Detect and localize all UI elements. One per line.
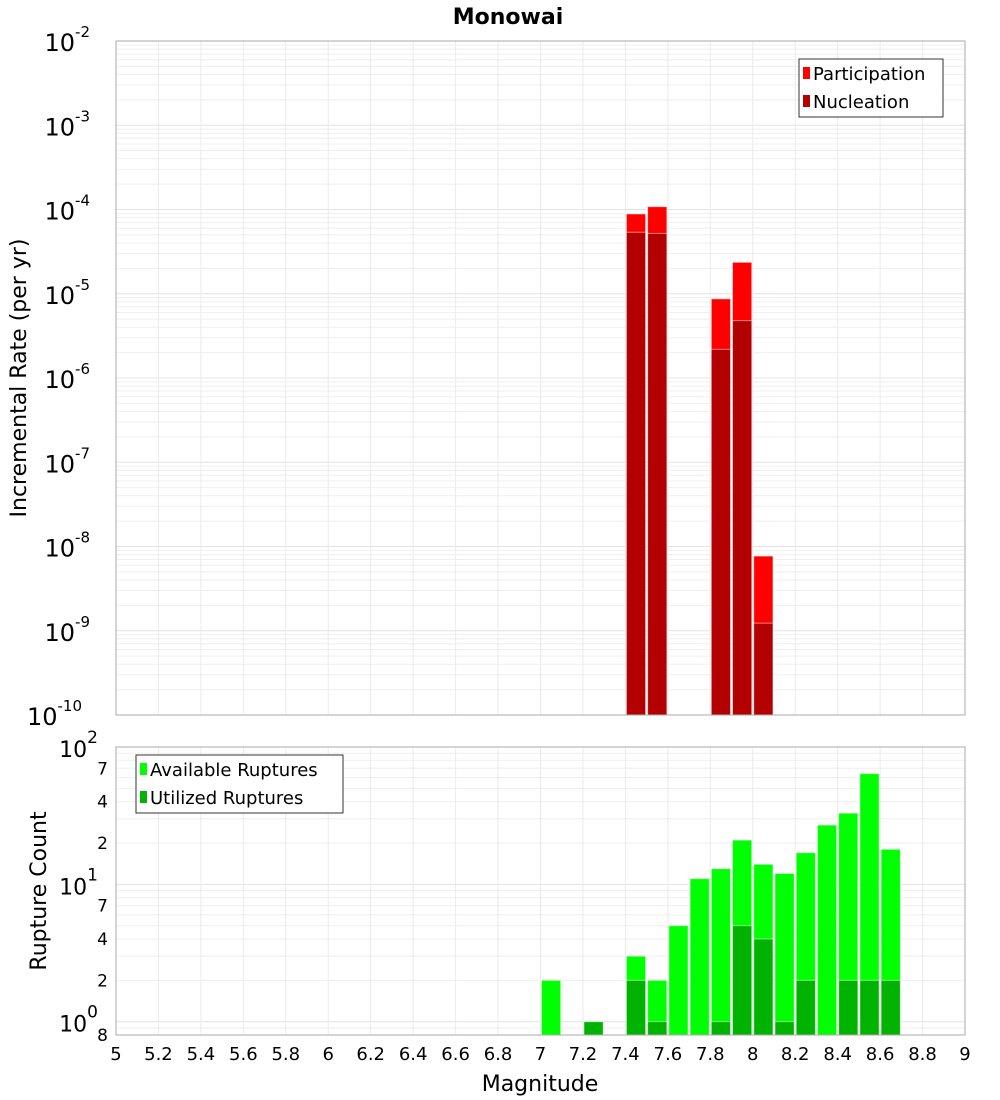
legend-label-first: Available Ruptures bbox=[150, 760, 318, 781]
legend-swatch bbox=[140, 763, 147, 775]
y-tick-label: 8 bbox=[97, 1026, 108, 1046]
nucleation-bar bbox=[647, 232, 668, 716]
utilized-ruptures-bar bbox=[880, 979, 901, 1036]
legend bbox=[798, 58, 944, 118]
x-tick-label: 9 bbox=[959, 1044, 970, 1065]
y-axis-label: Incremental Rate (per yr) bbox=[7, 239, 32, 518]
utilized-ruptures-bar bbox=[774, 1021, 795, 1036]
y-tick-label: 2 bbox=[97, 971, 108, 991]
y-tick-label: 2 bbox=[97, 834, 108, 854]
available-ruptures-bar bbox=[710, 868, 732, 1036]
x-tick-label: 8 bbox=[747, 1044, 758, 1065]
legend-swatch bbox=[803, 67, 810, 79]
x-tick-label: 5.2 bbox=[144, 1044, 173, 1065]
utilized-ruptures-bar bbox=[753, 938, 774, 1036]
y-tick-label: 10-9 bbox=[44, 613, 90, 647]
utilized-ruptures-bar bbox=[625, 979, 647, 1036]
x-tick-label: 8.8 bbox=[908, 1044, 937, 1065]
legend-label-second: Nucleation bbox=[813, 92, 909, 113]
x-tick-label: 8.2 bbox=[781, 1044, 810, 1065]
y-tick-label: 7 bbox=[97, 897, 108, 917]
utilized-ruptures-bar bbox=[838, 979, 859, 1036]
x-tick-label: 7.2 bbox=[569, 1044, 598, 1065]
nucleation-bar bbox=[710, 348, 732, 716]
y-tick-label: 4 bbox=[97, 930, 108, 950]
nucleation-bar bbox=[753, 622, 774, 716]
y-tick-label: 10-10 bbox=[27, 697, 82, 731]
utilized-ruptures-bar bbox=[583, 1021, 604, 1036]
nucleation-bar bbox=[625, 231, 647, 716]
x-axis-label: Magnitude bbox=[482, 1072, 599, 1097]
x-tick-label: 6.8 bbox=[484, 1044, 513, 1065]
incremental-rate-panel: 10-2 10-3 10-4 10-5 10-6 10-7 10-8 10-9 10-10 bbox=[27, 23, 966, 731]
legend-label-first: Participation bbox=[813, 64, 925, 85]
y-axis-label: Rupture Count bbox=[27, 811, 52, 971]
utilized-ruptures-bar bbox=[710, 1021, 732, 1036]
available-ruptures-bar bbox=[774, 872, 795, 1036]
utilized-ruptures-bar bbox=[859, 979, 880, 1036]
y-tick-label: 10-6 bbox=[44, 360, 90, 394]
plot-frame bbox=[115, 746, 966, 1036]
x-tick-label: 7.6 bbox=[654, 1044, 683, 1065]
legend-label-second: Utilized Ruptures bbox=[150, 788, 303, 809]
y-tick-label: 10-4 bbox=[44, 192, 90, 226]
y-tick-label: 102 bbox=[59, 728, 98, 763]
x-tick-label: 5.4 bbox=[187, 1044, 216, 1065]
y-tick-label: 4 bbox=[97, 793, 108, 813]
y-tick-label: 100 bbox=[59, 1003, 98, 1038]
x-tick-label: 6 bbox=[323, 1044, 334, 1065]
legend-swatch bbox=[803, 95, 810, 107]
plot-frame bbox=[115, 40, 966, 716]
chart-title: Monowai bbox=[453, 5, 564, 30]
legend bbox=[135, 754, 344, 814]
legend-swatch bbox=[140, 791, 147, 803]
x-tick-label: 8.6 bbox=[866, 1044, 895, 1065]
nucleation-bar bbox=[732, 320, 753, 716]
x-tick-label: 7.8 bbox=[696, 1044, 725, 1065]
x-tick-label: 7 bbox=[535, 1044, 546, 1065]
y-tick-label: 10-5 bbox=[44, 276, 90, 310]
y-tick-label: 7 bbox=[97, 759, 108, 779]
x-tick-label: 5.6 bbox=[229, 1044, 258, 1065]
x-tick-label: 5 bbox=[110, 1044, 121, 1065]
utilized-ruptures-bar bbox=[647, 1021, 668, 1036]
y-tick-label: 10-2 bbox=[44, 23, 90, 57]
x-tick-label: 6.2 bbox=[356, 1044, 385, 1065]
y-tick-label: 101 bbox=[59, 865, 98, 900]
x-tick-label: 5.8 bbox=[271, 1044, 300, 1065]
y-tick-label: 10-7 bbox=[44, 444, 90, 478]
available-ruptures-bar bbox=[689, 878, 710, 1036]
y-tick-label: 10-8 bbox=[44, 529, 90, 563]
x-tick-label: 6.6 bbox=[441, 1044, 470, 1065]
y-tick-label: 10-3 bbox=[44, 107, 90, 141]
available-ruptures-bar bbox=[668, 925, 689, 1036]
utilized-ruptures-bar bbox=[795, 979, 816, 1036]
x-tick-label: 6.4 bbox=[399, 1044, 428, 1065]
x-tick-label: 8.4 bbox=[823, 1044, 852, 1065]
available-ruptures-bar bbox=[541, 979, 562, 1036]
available-ruptures-bar bbox=[816, 824, 838, 1036]
utilized-ruptures-bar bbox=[732, 925, 753, 1036]
x-tick-label: 7.4 bbox=[611, 1044, 640, 1065]
